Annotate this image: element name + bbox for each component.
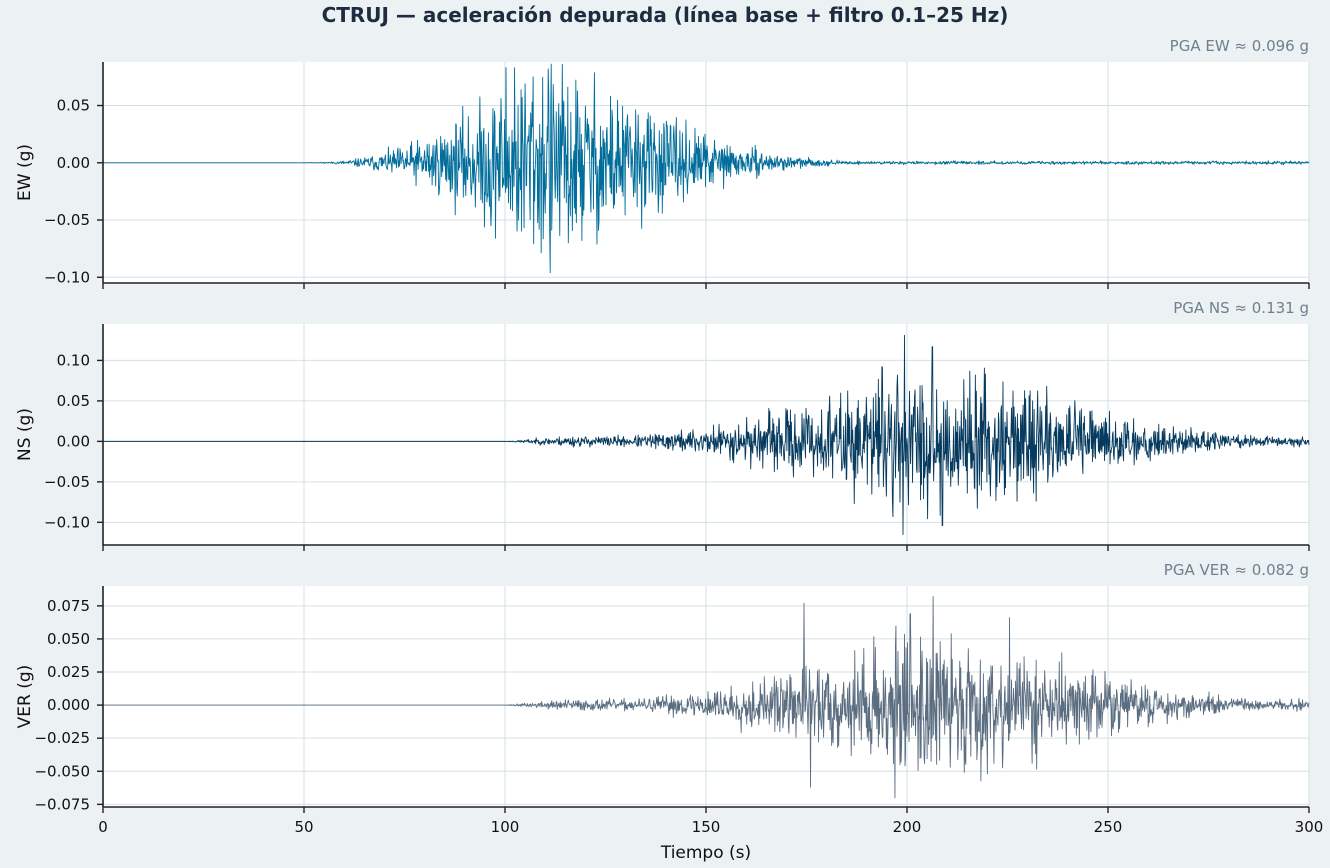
y-tick-label-ew-1: −0.05 [44, 211, 90, 229]
y-tick-label-ver-4: 0.025 [47, 663, 90, 681]
x-tick-label-1: 50 [294, 818, 313, 836]
panel-ver: −0.075 −0.050 −0.025 0.000 0.025 0.050 0.075 0 5… [15, 561, 1323, 836]
series-line-ew [103, 63, 1310, 274]
x-tick-label-6: 300 [1295, 818, 1324, 836]
x-tick-label-0: 0 [98, 818, 108, 836]
y-tick-label-ns-3: 0.05 [57, 392, 90, 410]
series-line-ver [103, 596, 1310, 799]
y-tick-label-ew-2: 0.00 [57, 154, 90, 172]
series-line-ns [103, 334, 1310, 535]
pga-annotation-ns: PGA NS ≈ 0.131 g [1173, 299, 1309, 317]
x-tick-label-2: 100 [491, 818, 520, 836]
y-axis-label-ew: EW (g) [15, 144, 35, 201]
panel-ew: −0.10 −0.05 0.00 0.05 EW (g) PGA EW ≈ 0.096 g [15, 37, 1310, 289]
y-tick-label-ns-4: 0.10 [57, 351, 90, 369]
x-tick-label-3: 150 [692, 818, 721, 836]
y-axis-label-ns: NS (g) [15, 408, 35, 461]
pga-annotation-ew: PGA EW ≈ 0.096 g [1170, 37, 1309, 55]
y-tick-label-ver-5: 0.050 [47, 630, 90, 648]
y-tick-label-ver-6: 0.075 [47, 597, 90, 615]
y-tick-label-ver-3: 0.000 [47, 696, 90, 714]
y-axis-label-ver: VER (g) [15, 665, 35, 729]
y-tick-label-ns-1: −0.05 [44, 473, 90, 491]
figure-title: CTRUJ — aceleración depurada (línea base… [322, 3, 1009, 27]
y-tick-label-ver-0: −0.075 [34, 795, 90, 813]
y-tick-label-ver-1: −0.050 [34, 762, 90, 780]
panel-ns: −0.10 −0.05 0.00 0.05 0.10 NS (g) PGA NS ≈ 0.1… [15, 299, 1310, 551]
x-tick-label-4: 200 [893, 818, 922, 836]
y-tick-label-ns-0: −0.10 [44, 513, 90, 531]
x-tick-label-5: 250 [1094, 818, 1123, 836]
y-tick-label-ew-0: −0.10 [44, 268, 90, 286]
pga-annotation-ver: PGA VER ≈ 0.082 g [1164, 561, 1309, 579]
y-tick-label-ew-3: 0.05 [57, 97, 90, 115]
panels-group: −0.10 −0.05 0.00 0.05 EW (g) PGA EW ≈ 0.096 g… [15, 37, 1323, 836]
x-axis-label: Tiempo (s) [660, 843, 751, 863]
y-tick-label-ns-2: 0.00 [57, 432, 90, 450]
y-tick-label-ver-2: −0.025 [34, 729, 90, 747]
